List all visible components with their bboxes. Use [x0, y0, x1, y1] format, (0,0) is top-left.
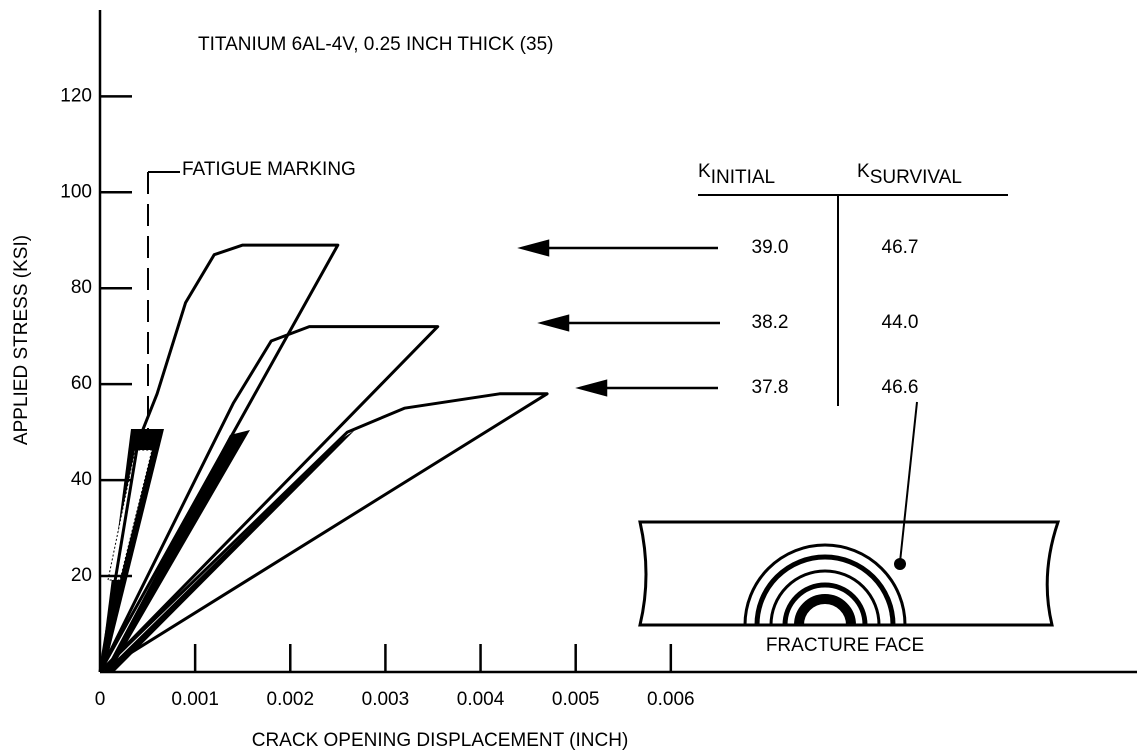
k-symbol: K	[698, 161, 711, 182]
k-subscript: SURVIVAL	[870, 167, 962, 188]
x-tick-label: 0.004	[457, 689, 505, 710]
fatigue-band	[104, 430, 355, 672]
table-cell: 38.2	[752, 312, 789, 333]
arrows	[517, 239, 720, 397]
fracture-face	[638, 520, 1061, 627]
y-tick-label: 20	[71, 565, 92, 586]
table-cell: 44.0	[882, 312, 919, 333]
fatigue-stipple	[107, 449, 153, 581]
k-symbol: K	[857, 161, 870, 182]
x-tick-label: 0	[95, 689, 106, 710]
y-tick-label: 120	[60, 85, 92, 106]
fatigue-band	[104, 430, 250, 672]
fatigue-label: FATIGUE MARKING	[182, 159, 356, 180]
leader-dot	[894, 558, 906, 570]
k-subscript: INITIAL	[711, 167, 775, 188]
y-tick-label: 80	[71, 277, 92, 298]
chart-title: TITANIUM 6AL-4V, 0.25 INCH THICK (35)	[198, 34, 553, 55]
x-tick-label: 0.001	[171, 689, 219, 710]
loop-curve	[98, 325, 440, 674]
table-header: KSURVIVAL	[857, 161, 962, 188]
loop-curve	[98, 392, 549, 674]
x-tick-label: 0.002	[267, 689, 315, 710]
loop-curve	[98, 243, 340, 673]
y-axis-label: APPLIED STRESS (KSI)	[11, 235, 32, 445]
fatigue-band	[100, 429, 164, 672]
y-tick-label: 60	[71, 373, 92, 394]
table-cell: 46.6	[882, 377, 919, 398]
x-tick-label: 0.006	[647, 689, 695, 710]
table-cell: 37.8	[752, 377, 789, 398]
x-tick-label: 0.003	[362, 689, 410, 710]
leader-line	[899, 401, 918, 563]
table-header: KINITIAL	[698, 161, 775, 188]
fracture-label: FRACTURE FACE	[766, 635, 924, 656]
y-tick-label: 100	[60, 181, 92, 202]
y-tick-label: 40	[71, 469, 92, 490]
x-tick-label: 0.005	[552, 689, 600, 710]
table-cell: 39.0	[752, 237, 789, 258]
table-cell: 46.7	[882, 237, 919, 258]
x-axis-label: CRACK OPENING DISPLACEMENT (INCH)	[252, 730, 629, 751]
